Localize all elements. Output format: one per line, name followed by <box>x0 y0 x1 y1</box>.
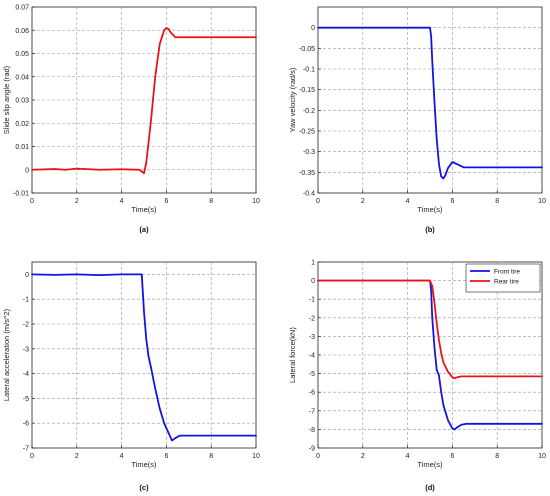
y-tick-label: 0.01 <box>15 144 29 151</box>
legend-label: Front tire <box>494 268 520 275</box>
x-tick-label: 8 <box>209 198 213 205</box>
x-axis-label: Time(s) <box>131 205 157 214</box>
y-tick-label: -5 <box>23 396 29 403</box>
y-tick-label: -0.25 <box>299 129 315 136</box>
y-tick-label: -5 <box>309 371 315 378</box>
y-axis-label: Slide slip angle (rad) <box>2 65 11 134</box>
x-axis-label: Time(s) <box>417 205 443 214</box>
x-tick-label: 0 <box>316 453 320 460</box>
y-tick-label: -2 <box>23 322 29 329</box>
y-axis-label: Yaw velocity (rad/s) <box>288 67 297 132</box>
y-tick-label: -1 <box>309 297 315 304</box>
x-tick-label: 8 <box>495 453 499 460</box>
legend-label: Rear tire <box>494 278 519 285</box>
x-tick-label: 10 <box>538 453 546 460</box>
x-tick-label: 4 <box>406 453 410 460</box>
y-tick-label: 0.03 <box>15 98 29 105</box>
y-tick-label: -2 <box>309 315 315 322</box>
y-axis-label: Lateral acceleration (m/s^2) <box>2 308 11 401</box>
y-tick-label: 1 <box>311 260 315 267</box>
y-tick-label: -4 <box>23 371 29 378</box>
y-tick-label: -7 <box>309 408 315 415</box>
y-tick-label: 0.02 <box>15 121 29 128</box>
x-tick-label: 0 <box>316 198 320 205</box>
y-tick-label: -0.05 <box>299 46 315 53</box>
x-tick-label: 8 <box>495 198 499 205</box>
series-line-1 <box>31 27 257 175</box>
chart-panel-4: 0 2 4 6 8 10 -9 -8 -7 -6 -5 -4 -3 -2 -1 0 1 Time(s) Latera… <box>288 260 546 493</box>
y-tick-label: -6 <box>309 390 315 397</box>
y-tick-label: -8 <box>309 427 315 434</box>
x-tick-label: 10 <box>538 198 546 205</box>
y-tick-label: 0 <box>25 272 29 279</box>
x-tick-label: 8 <box>209 453 213 460</box>
x-tick-label: 4 <box>120 453 124 460</box>
panel-caption: (b) <box>425 225 435 234</box>
y-tick-label: 0 <box>25 167 29 174</box>
plot-area <box>31 261 257 449</box>
x-tick-label: 4 <box>406 198 410 205</box>
y-tick-label: -0.01 <box>13 191 29 198</box>
y-tick-label: -0.4 <box>303 191 315 198</box>
panel-caption: (a) <box>139 225 149 234</box>
x-tick-label: 2 <box>361 198 365 205</box>
x-tick-label: 0 <box>30 198 34 205</box>
chart-panel-1: 0 2 4 6 8 10-0.0100.010.020.030.040.050.060.0… <box>2 5 260 235</box>
y-tick-label: -0.35 <box>299 170 315 177</box>
x-tick-label: 2 <box>361 453 365 460</box>
y-tick-label: 0 <box>311 25 315 32</box>
x-axis-label: Time(s) <box>131 460 157 469</box>
panel-caption: (d) <box>425 483 435 492</box>
y-tick-label: -7 <box>23 446 29 453</box>
legend: Front tire Rear tire <box>465 263 541 293</box>
x-tick-label: 4 <box>120 198 124 205</box>
y-tick-label: 0.05 <box>15 51 29 58</box>
y-axis-label: Lateral force(kN) <box>288 327 297 383</box>
y-tick-label: -0.2 <box>303 108 315 115</box>
x-tick-label: 6 <box>450 453 454 460</box>
panel-caption: (c) <box>139 483 149 492</box>
series-line-1 <box>317 26 543 180</box>
y-tick-label: -6 <box>23 421 29 428</box>
y-tick-label: -4 <box>309 353 315 360</box>
chart-panel-3: 0 2 4 6 8 10 -7 -6 -5 -4 -3 -2 -1 0 Time(s) Lateral acc… <box>2 261 260 492</box>
x-axis-label: Time(s) <box>417 460 443 469</box>
x-tick-label: 10 <box>252 453 260 460</box>
plot-area <box>317 6 543 194</box>
x-tick-label: 10 <box>252 198 260 205</box>
x-tick-label: 2 <box>75 453 79 460</box>
y-tick-label: -9 <box>309 446 315 453</box>
series-line-rear-tire <box>317 279 543 380</box>
y-tick-label: -3 <box>23 346 29 353</box>
y-tick-label: -3 <box>309 334 315 341</box>
x-tick-label: 6 <box>164 198 168 205</box>
x-tick-label: 6 <box>164 453 168 460</box>
x-tick-label: 6 <box>450 198 454 205</box>
y-tick-label: 0.06 <box>15 28 29 35</box>
chart-panel-2: 0 2 4 6 8 10 -0.4 -0.35 -0.3 -0.25 -0.2 -0.15 -0.1 -0… <box>288 6 546 234</box>
x-tick-label: 2 <box>75 198 79 205</box>
y-tick-label: 0 <box>311 278 315 285</box>
y-tick-label: 0.04 <box>15 74 29 81</box>
series-line-1 <box>31 273 257 442</box>
y-tick-label: -0.1 <box>303 67 315 74</box>
y-tick-label: -1 <box>23 297 29 304</box>
y-tick-label: -0.15 <box>299 87 315 94</box>
legend-box <box>465 263 541 293</box>
y-tick-label: 0.07 <box>15 5 29 12</box>
y-tick-label: -0.3 <box>303 149 315 156</box>
x-tick-label: 0 <box>30 453 34 460</box>
